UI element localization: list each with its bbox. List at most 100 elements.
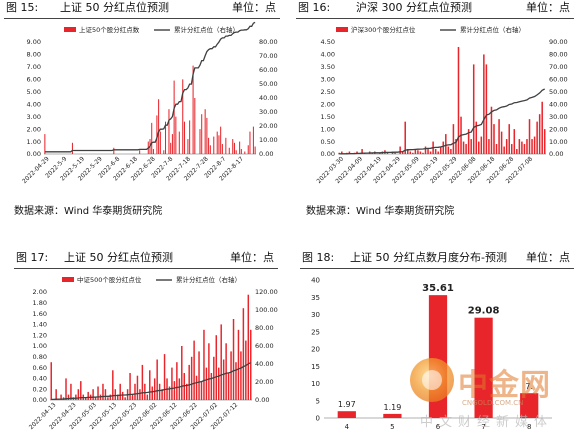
y-left-tick-label: 4.00 [321, 51, 335, 59]
y-right-tick-label: 20.00 [259, 122, 278, 130]
y-right-tick-label: 20.00 [549, 125, 568, 133]
bar [144, 383, 146, 400]
bar [209, 145, 211, 154]
bar [503, 146, 505, 154]
bar [203, 329, 205, 400]
bar [429, 151, 432, 154]
bar [490, 106, 493, 154]
bar [521, 141, 523, 154]
figure-title: 上证 50 分红点位预测 [64, 251, 173, 264]
bar [183, 121, 185, 154]
y-right-tick-label: 80.00 [259, 38, 278, 46]
figure-18-header: 图 18: 上证 50 分红点数月度分布-预测 单位：点 [300, 250, 574, 269]
y-left-tick-label: 1.00 [27, 138, 41, 146]
watermark-brand: 中金网 [458, 368, 551, 403]
y-left-tick-label: 1.50 [321, 113, 335, 121]
legend-label: 中证500个股分红点位 [77, 275, 142, 284]
chart-svg: 上证50个股分红点数 累计分红点位（右轴） 0.00 1.00 2.00 3.00 4.00… [21, 21, 278, 185]
figure-title: 沪深 300 分红点位预测 [356, 1, 472, 14]
bar [445, 134, 447, 154]
y-left-tick-label: 0.40 [33, 375, 47, 383]
bar [228, 147, 230, 154]
legend-label: 沪深300个股分红点位 [351, 25, 416, 34]
y-right-tick-label: 50.00 [259, 80, 278, 88]
bar [488, 139, 490, 154]
y-right-tick-label: 90.00 [549, 38, 568, 46]
x-tick-label: 4 [345, 423, 350, 431]
y-tick-label: 0 [316, 415, 320, 423]
bar [442, 141, 445, 154]
bar [119, 383, 121, 400]
bar [401, 151, 404, 154]
y-right-tick-label: 70.00 [259, 52, 278, 60]
bar [520, 393, 539, 418]
bar [245, 340, 247, 400]
bar [518, 139, 521, 154]
bar [510, 144, 513, 154]
bar [201, 114, 203, 154]
bar [455, 139, 457, 154]
bar [173, 381, 176, 400]
bar [508, 124, 510, 154]
bar [134, 383, 136, 400]
figure-number: 图 18: [302, 251, 335, 264]
bar [183, 373, 185, 400]
bar [67, 394, 70, 400]
bar [178, 378, 181, 400]
y-right-tick-label: 30.00 [259, 108, 278, 116]
y-left-tick-label: 7.00 [27, 63, 41, 71]
bar [533, 136, 536, 154]
bar [361, 149, 363, 154]
legend-bar-swatch [62, 277, 74, 282]
bar [75, 394, 77, 400]
bar [206, 117, 208, 154]
watermark-logo-inner [422, 370, 442, 390]
bar [168, 109, 170, 154]
bar [185, 383, 188, 400]
bar [383, 413, 402, 418]
legend-label: 累计分红点位（右轴） [176, 275, 241, 284]
bar [249, 131, 251, 154]
y-left-tick-label: 0.00 [27, 150, 41, 158]
bar [97, 386, 99, 400]
bar [195, 375, 198, 400]
y-right-tick-label: 80.00 [255, 324, 274, 332]
bar [480, 136, 483, 154]
y-left-tick-label: 0.50 [321, 138, 335, 146]
y-right-tick-label: 40.00 [259, 94, 278, 102]
x-tick-label: 6 [436, 423, 441, 431]
bar [221, 144, 223, 154]
figure-number: 图 16: [298, 1, 331, 14]
data-source: 数据来源：Wind 华泰期货研究院 [306, 206, 455, 217]
bar [44, 134, 46, 154]
y-left-tick-label: 0.80 [33, 353, 47, 361]
bar [149, 370, 151, 400]
bar [102, 383, 104, 400]
y-left-tick-label: 1.80 [33, 299, 47, 307]
figure-unit: 单位：点 [232, 1, 276, 14]
y-left-tick-label: 1.00 [33, 342, 47, 350]
bar [528, 119, 531, 154]
y-left-tick-label: 1.20 [33, 331, 47, 339]
bar [182, 79, 184, 154]
bar [170, 142, 172, 154]
bar [220, 324, 222, 400]
y-right-tick-label: 0.00 [549, 150, 563, 158]
cumulative-line [339, 88, 545, 155]
data-source: 数据来源：Wind 华泰期货研究院 [14, 206, 163, 217]
bar [225, 343, 227, 400]
bar [158, 99, 160, 154]
bar [505, 139, 508, 154]
bar [452, 124, 455, 154]
bar [109, 394, 112, 400]
bar [348, 151, 351, 154]
y-right-tick-label: 60.00 [259, 66, 278, 74]
bar [500, 131, 503, 154]
bar [194, 98, 196, 154]
y-right-tick-label: 60.00 [549, 76, 568, 84]
bar [204, 109, 206, 154]
bar [404, 121, 406, 154]
bar [181, 346, 183, 400]
bar [198, 351, 200, 400]
bar [244, 151, 246, 154]
